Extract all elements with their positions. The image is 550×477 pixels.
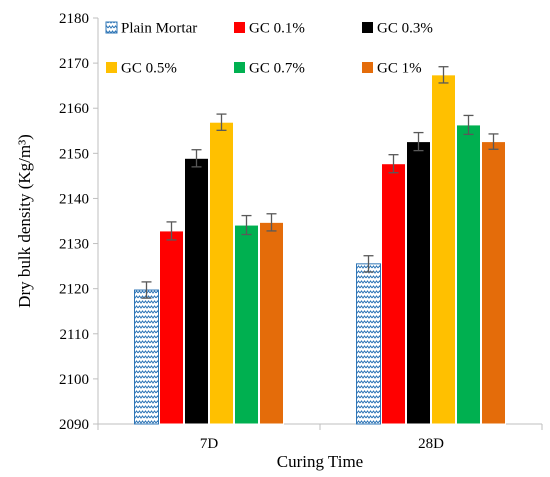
bar bbox=[184, 157, 209, 425]
x-axis-title: Curing Time bbox=[277, 452, 363, 471]
legend-swatch bbox=[234, 62, 245, 73]
y-tick-label: 2140 bbox=[59, 191, 89, 207]
bar bbox=[356, 263, 381, 425]
bar bbox=[456, 124, 481, 425]
legend-swatch bbox=[362, 62, 373, 73]
legend-swatch bbox=[105, 21, 118, 34]
y-tick-label: 2160 bbox=[59, 101, 89, 117]
bar bbox=[481, 141, 506, 425]
y-tick-label: 2130 bbox=[59, 237, 89, 253]
bar bbox=[209, 121, 234, 425]
y-tick-label: 2180 bbox=[59, 11, 89, 27]
legend-label: GC 0.3% bbox=[377, 21, 433, 37]
y-tick-label: 2170 bbox=[59, 56, 89, 72]
legend-label: GC 1% bbox=[377, 61, 422, 77]
y-tick-label: 2110 bbox=[60, 327, 89, 343]
bar bbox=[381, 163, 406, 425]
x-tick-label: 28D bbox=[418, 436, 444, 452]
legend-label: GC 0.5% bbox=[121, 61, 177, 77]
bar bbox=[234, 224, 259, 425]
bar bbox=[259, 221, 284, 425]
y-axis-title: Dry bulk density (Kg/m³) bbox=[15, 134, 34, 308]
x-tick-label: 7D bbox=[200, 436, 219, 452]
legend-swatch bbox=[234, 22, 245, 33]
bar bbox=[406, 141, 431, 425]
legend-label: Plain Mortar bbox=[121, 21, 197, 37]
legend-swatch bbox=[362, 22, 373, 33]
y-tick-label: 2120 bbox=[59, 282, 89, 298]
legend-label: GC 0.1% bbox=[249, 21, 305, 37]
y-tick-label: 2090 bbox=[59, 417, 89, 433]
y-tick-label: 2150 bbox=[59, 146, 89, 162]
y-tick-label: 2100 bbox=[59, 372, 89, 388]
bar bbox=[431, 74, 456, 425]
bar bbox=[134, 289, 159, 425]
legend-swatch bbox=[106, 62, 117, 73]
legend-label: GC 0.7% bbox=[249, 61, 305, 77]
bar bbox=[159, 230, 184, 425]
